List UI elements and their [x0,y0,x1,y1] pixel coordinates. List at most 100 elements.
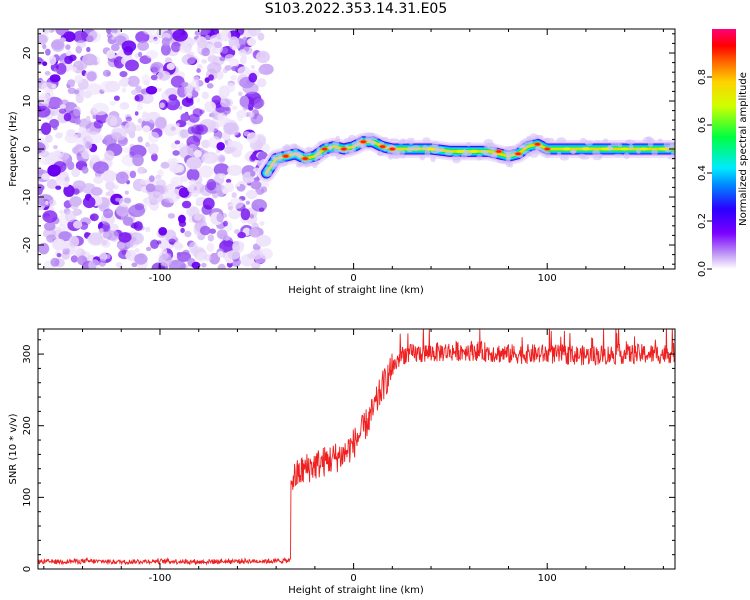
ridge-speckle [292,144,299,151]
x-tick-label: 100 [538,573,557,584]
colorbar-ticks: 0.0 0.2 0.4 0.6 0.8 [697,69,712,277]
noise-blob [164,57,173,64]
ridge-speckle [487,145,496,150]
noise-blob [116,242,126,249]
noise-blob [187,92,193,99]
noise-blob [146,50,159,59]
ridge-speckle [508,162,514,168]
noise-blob [92,60,99,66]
noise-blob [179,44,191,54]
y-axis-label: Frequency (Hz) [8,111,19,187]
noise-blob [75,46,82,54]
noise-blob [148,131,160,143]
noise-blob [163,123,181,136]
x-tick-label: -100 [149,573,172,584]
noise-blob [216,142,225,151]
noise-blob [168,238,176,244]
ridge-speckle [592,149,600,156]
ridge-peak [469,149,478,153]
ridge-speckle [328,144,334,150]
noise-blob [228,209,241,220]
noise-blob [173,241,182,249]
noise-blob [52,125,58,131]
noise-blob [176,252,182,257]
noise-blob [102,208,114,219]
noise-blob [59,210,64,215]
ridge-speckle [444,150,453,156]
noise-blob [250,64,255,69]
noise-blob [227,249,241,260]
ridge-speckle [411,145,421,152]
ridge-peak [601,147,610,151]
noise-blob [231,45,237,51]
noise-blob [49,118,60,129]
noise-blob [178,187,190,198]
noise-blob [46,179,58,189]
noise-blob [47,164,61,177]
noise-blob [68,235,80,248]
noise-blob [102,222,111,233]
noise-blob [192,108,203,118]
ridge-peak [302,157,308,160]
noise-blob [251,262,261,269]
noise-blob [45,134,53,143]
noise-blob [84,69,98,83]
noise-blob [166,62,175,71]
noise-blob [207,55,218,63]
ridge-speckle [529,151,539,158]
ridge-speckle [529,133,539,141]
noise-blob [157,70,171,81]
noise-blob [223,220,228,227]
noise-blob [55,174,65,186]
noise-blob [38,184,45,192]
ridge-speckle [491,152,498,160]
noise-blob [52,238,66,251]
ridge-speckle [295,162,303,168]
noise-blob [178,214,186,224]
noise-blob [128,204,146,218]
noise-blob [53,68,58,73]
noise-blob [181,54,196,65]
noise-blob [219,156,225,162]
noise-blob [136,103,143,111]
ridge-speckle [317,141,324,146]
ridge-speckle [435,146,445,153]
noise-blob [145,226,151,233]
noise-blob [257,161,261,167]
ridge-speckle [535,145,541,151]
noise-blob [121,87,127,93]
ridge-speckle [333,146,342,153]
noise-blob [115,171,129,184]
ridge-speckle [669,142,675,149]
colorbar-tick-label: 0.0 [697,261,708,277]
noise-blob [127,80,132,85]
noise-blob [159,102,165,109]
noise-blob [84,232,90,238]
noise-blob [82,183,96,194]
noise-blob [78,126,86,134]
noise-blob [158,227,168,236]
noise-blob [71,66,78,72]
x-tick-label: 100 [538,273,557,284]
noise-blob [145,85,158,95]
noise-blob [220,29,232,42]
ridge-speckle [407,137,415,142]
noise-blob [42,61,48,66]
noise-blob [242,82,259,95]
noise-blob [253,97,265,108]
ridge-peak [427,147,435,151]
noise-blob [258,66,266,75]
noise-blob [205,34,211,41]
noise-blob [67,87,77,95]
noise-blob [41,82,55,93]
noise-blob [179,129,190,139]
noise-blob [231,192,237,199]
noise-blob [102,170,117,183]
noise-blob [74,74,83,84]
noise-blob [208,74,215,81]
noise-blob [137,118,143,124]
noise-blob [64,176,70,183]
ridge-speckle [625,139,631,144]
